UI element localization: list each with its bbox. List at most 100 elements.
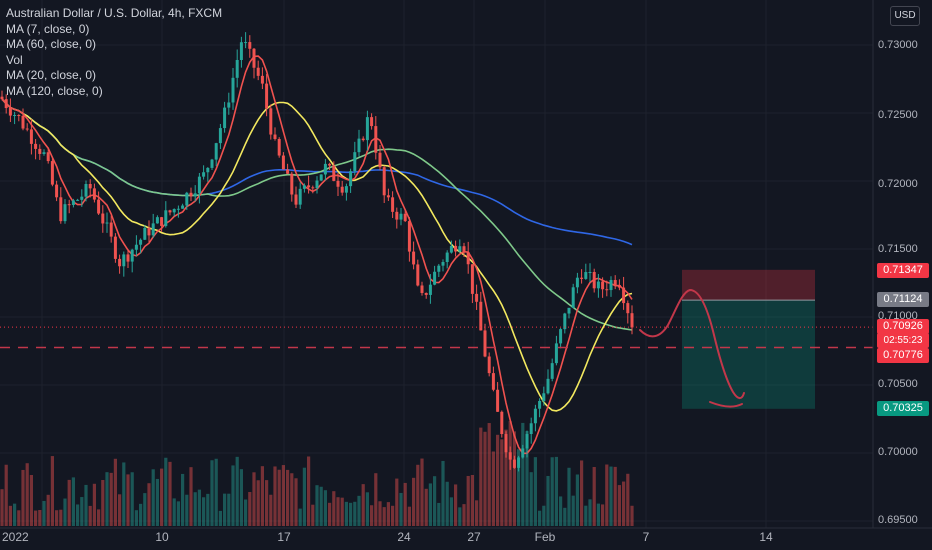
candle-body bbox=[97, 199, 101, 214]
candle-body bbox=[101, 213, 105, 224]
candle-body bbox=[517, 457, 521, 468]
volume-bar bbox=[504, 429, 508, 526]
volume-bar bbox=[580, 460, 584, 526]
currency-button[interactable]: USD bbox=[890, 6, 920, 26]
candle-body bbox=[340, 186, 344, 193]
candle-body bbox=[71, 200, 75, 205]
candle-body bbox=[596, 281, 600, 289]
volume-bar bbox=[97, 509, 101, 526]
volume-bar bbox=[277, 469, 281, 526]
candle-body bbox=[252, 48, 256, 68]
candle-body bbox=[441, 262, 445, 266]
candle-body bbox=[168, 210, 172, 213]
candle-body bbox=[563, 313, 567, 330]
short-position-tool[interactable] bbox=[682, 269, 815, 409]
volume-bar bbox=[475, 500, 479, 526]
volume-bar bbox=[50, 456, 54, 526]
candle-body bbox=[609, 280, 613, 291]
candle-body bbox=[479, 301, 483, 331]
volume-bar bbox=[92, 483, 96, 526]
volume-bar bbox=[202, 497, 206, 526]
candle-body bbox=[449, 245, 453, 253]
volume-bar bbox=[454, 484, 458, 526]
volume-bar bbox=[382, 507, 386, 526]
volume-bar bbox=[223, 493, 227, 526]
candle-body bbox=[80, 196, 84, 200]
candle-body bbox=[21, 115, 25, 129]
volume-bar bbox=[55, 510, 59, 526]
candle-body bbox=[134, 244, 138, 250]
volume-bar bbox=[399, 492, 403, 526]
candle-body bbox=[59, 197, 63, 222]
volume-bar bbox=[613, 466, 617, 526]
price-tick: 0.70500 bbox=[878, 378, 918, 390]
volume-bar bbox=[302, 467, 306, 526]
candle-body bbox=[487, 356, 491, 374]
candle-body bbox=[231, 77, 235, 103]
candle-body bbox=[365, 117, 369, 141]
volume-bar bbox=[8, 505, 12, 526]
volume-bar bbox=[609, 466, 613, 526]
candle-body bbox=[437, 265, 441, 272]
forecast-drawing[interactable] bbox=[639, 288, 745, 408]
candle-body bbox=[605, 289, 609, 291]
candle-body bbox=[0, 96, 4, 100]
candle-body bbox=[25, 128, 29, 130]
volume-bar bbox=[286, 469, 290, 526]
volume-bar bbox=[239, 469, 243, 526]
volume-bar bbox=[172, 498, 176, 526]
candle-body bbox=[307, 185, 311, 188]
candle-body bbox=[185, 192, 189, 206]
volume-bar bbox=[143, 493, 147, 526]
candle-body bbox=[109, 222, 113, 237]
legend-ma7[interactable]: MA (7, close, 0) bbox=[6, 21, 90, 36]
time-tick: Feb bbox=[534, 530, 556, 544]
price-tick: 0.73000 bbox=[878, 39, 918, 51]
candle-body bbox=[504, 434, 508, 453]
volume-bar bbox=[315, 485, 319, 526]
candle-body bbox=[336, 180, 340, 187]
volume-bar bbox=[605, 464, 609, 526]
volume-bar bbox=[210, 460, 214, 526]
candle-body bbox=[445, 252, 449, 263]
legend-ma20[interactable]: MA (20, close, 0) bbox=[6, 68, 97, 82]
legend-ma120[interactable]: MA (120, close, 0) bbox=[6, 83, 103, 98]
volume-bar bbox=[13, 503, 17, 526]
candle-body bbox=[575, 277, 579, 288]
volume-bar bbox=[281, 465, 285, 526]
forecast-hook bbox=[709, 401, 743, 408]
candle-body bbox=[88, 183, 92, 189]
volume-bar bbox=[4, 464, 8, 526]
price-tick: 0.72000 bbox=[878, 178, 918, 190]
price-levels[interactable] bbox=[0, 326, 873, 349]
candle-body bbox=[8, 108, 12, 116]
candle-body bbox=[67, 204, 71, 206]
volume-bar bbox=[307, 456, 311, 526]
candlesticks bbox=[0, 32, 634, 472]
take-profit-price-badge: 0.70325 bbox=[877, 401, 929, 416]
volume-bar bbox=[378, 501, 382, 526]
candle-body bbox=[139, 239, 143, 245]
volume-bar bbox=[227, 493, 231, 526]
volume-bar bbox=[542, 505, 546, 526]
volume-bar bbox=[353, 501, 357, 526]
legend-ma60[interactable]: MA (60, close, 0) bbox=[6, 37, 97, 51]
ma20-line bbox=[1, 98, 633, 412]
volume-bar bbox=[197, 489, 201, 526]
moving-average-lines bbox=[1, 55, 633, 455]
volume-bar bbox=[462, 504, 466, 526]
candle-body bbox=[462, 246, 466, 253]
volume-bar bbox=[38, 510, 42, 526]
volume-bar bbox=[525, 431, 529, 526]
legend-vol[interactable]: Vol bbox=[6, 52, 23, 67]
candle-body bbox=[349, 171, 353, 187]
symbol-title[interactable]: Australian Dollar / U.S. Dollar, 4h, FXC… bbox=[6, 6, 223, 20]
volume-bar bbox=[617, 485, 621, 526]
volume-bar bbox=[76, 504, 80, 526]
time-tick: 27 bbox=[467, 530, 481, 544]
candle-body bbox=[382, 167, 386, 196]
candle-body bbox=[294, 194, 298, 205]
volume-bar bbox=[84, 484, 88, 526]
volume-bar bbox=[42, 500, 46, 526]
